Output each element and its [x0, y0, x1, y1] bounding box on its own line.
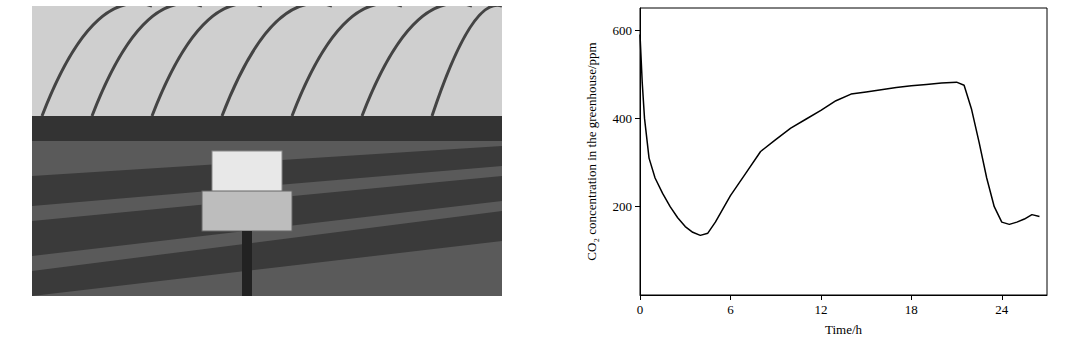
svg-text:Time/h: Time/h: [825, 322, 863, 337]
svg-text:200: 200: [613, 199, 633, 214]
svg-text:400: 400: [613, 111, 633, 126]
svg-text:CO₂ concentration in the green: CO₂ concentration in the greenhouse/ppm: [584, 42, 599, 260]
svg-text:18: 18: [905, 302, 918, 317]
svg-text:0: 0: [637, 302, 644, 317]
svg-text:12: 12: [814, 302, 827, 317]
svg-text:24: 24: [995, 302, 1009, 317]
svg-text:600: 600: [613, 23, 633, 38]
svg-text:6: 6: [727, 302, 734, 317]
